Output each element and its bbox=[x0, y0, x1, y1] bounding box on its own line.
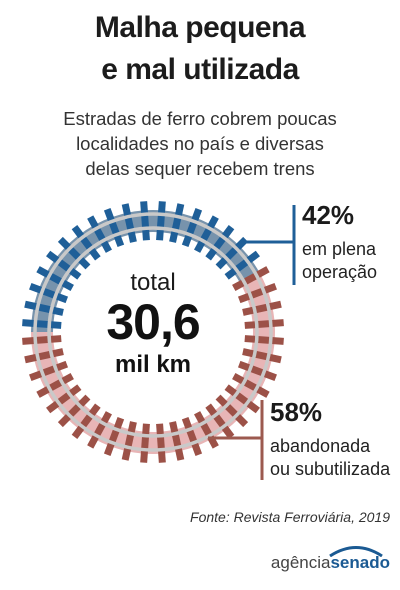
tie-mark bbox=[22, 335, 62, 345]
tie-mark bbox=[205, 225, 235, 261]
logo-part-2: senado bbox=[330, 553, 390, 572]
tie-mark bbox=[194, 215, 219, 253]
tie-mark bbox=[29, 360, 69, 382]
tie-mark bbox=[181, 208, 203, 248]
tie-mark bbox=[22, 319, 62, 329]
tie-mark bbox=[29, 282, 69, 304]
rail-1 bbox=[33, 212, 273, 452]
center-label: total bbox=[130, 269, 176, 296]
subtitle-line-1: Estradas de ferro cobrem poucas bbox=[63, 108, 337, 129]
tie-mark bbox=[36, 373, 74, 398]
center-unit: mil km bbox=[114, 351, 192, 378]
tie-mark bbox=[169, 203, 185, 243]
percent-operating: 42% bbox=[302, 200, 355, 230]
desc-operating-line-2: operação bbox=[302, 262, 378, 282]
tie-mark bbox=[156, 423, 166, 463]
tie-mark bbox=[232, 266, 270, 291]
tie-mark bbox=[181, 416, 203, 456]
logo-part-1: agência bbox=[270, 553, 331, 572]
percent-abandoned: 58% bbox=[270, 397, 323, 427]
tie-mark bbox=[194, 411, 219, 449]
desc-operating-line-1: em plena bbox=[302, 239, 377, 259]
tie-mark bbox=[232, 373, 270, 398]
desc-abandoned-line-2: ou subutilizada bbox=[270, 459, 391, 479]
tie-mark bbox=[224, 250, 260, 280]
tie-mark bbox=[140, 423, 150, 463]
tie-mark bbox=[156, 201, 166, 241]
tie-mark bbox=[71, 225, 101, 261]
tie-mark bbox=[24, 348, 64, 364]
tie-mark bbox=[169, 421, 185, 461]
tie-mark bbox=[121, 421, 137, 461]
tie-mark bbox=[87, 215, 112, 253]
tie-mark bbox=[140, 201, 150, 241]
tie-mark bbox=[36, 266, 74, 291]
tie-mark bbox=[121, 203, 137, 243]
tie-mark bbox=[205, 403, 235, 439]
tie-mark bbox=[244, 319, 284, 329]
agencia-senado-logo: agênciasenado bbox=[271, 553, 390, 573]
tie-mark bbox=[242, 300, 282, 316]
desc-abandoned-line-1: abandonada bbox=[270, 436, 371, 456]
tie-mark bbox=[215, 236, 249, 270]
railway-donut-chart bbox=[22, 201, 296, 480]
rail-0 bbox=[47, 226, 259, 438]
tie-mark bbox=[224, 384, 260, 414]
ring-rails bbox=[33, 212, 273, 452]
subtitle-line-2: localidades no país e diversas bbox=[76, 133, 324, 154]
tie-mark bbox=[87, 411, 112, 449]
tie-mark bbox=[237, 360, 277, 382]
leader-lines bbox=[208, 205, 296, 480]
tie-mark bbox=[46, 384, 82, 414]
title-line-1: Malha pequena bbox=[94, 11, 306, 44]
tie-mark bbox=[242, 348, 282, 364]
subtitle-line-3: delas sequer recebem trens bbox=[85, 158, 315, 179]
tie-mark bbox=[24, 300, 64, 316]
tie-mark bbox=[237, 282, 277, 304]
tie-mark bbox=[57, 394, 91, 428]
logo-arc-icon bbox=[329, 546, 383, 557]
tie-mark bbox=[103, 416, 125, 456]
tie-mark bbox=[57, 236, 91, 270]
tie-mark bbox=[244, 335, 284, 345]
ring-ties bbox=[22, 201, 284, 463]
tie-mark bbox=[103, 208, 125, 248]
center-value: 30,6 bbox=[106, 294, 200, 350]
source-note: Fonte: Revista Ferroviária, 2019 bbox=[190, 509, 390, 525]
tie-mark bbox=[46, 250, 82, 280]
title-line-2: e mal utilizada bbox=[101, 53, 299, 86]
tie-mark bbox=[71, 403, 101, 439]
tie-mark bbox=[215, 394, 249, 428]
